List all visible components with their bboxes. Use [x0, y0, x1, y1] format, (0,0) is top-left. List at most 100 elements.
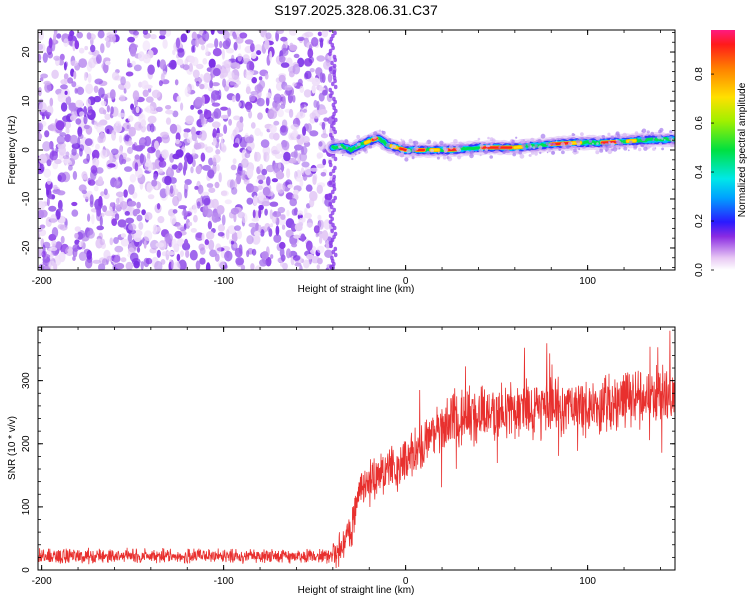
noise-speckle	[88, 57, 96, 69]
noise-speckle	[71, 147, 77, 156]
noise-edge	[331, 249, 336, 255]
noise-speckle	[87, 230, 95, 239]
noise-speckle	[288, 108, 294, 118]
noise-speckle	[58, 145, 66, 156]
noise-speckle	[272, 132, 280, 141]
noise-speckle	[98, 195, 103, 207]
noise-speckle	[152, 224, 158, 234]
noise-speckle	[297, 36, 305, 42]
noise-speckle	[277, 206, 286, 214]
signal-speckle	[331, 155, 335, 159]
noise-speckle	[214, 253, 220, 262]
noise-speckle	[210, 30, 215, 35]
noise-speckle	[252, 209, 256, 219]
noise-speckle	[227, 225, 237, 235]
noise-speckle	[318, 219, 324, 230]
noise-speckle	[221, 49, 225, 60]
noise-speckle	[261, 168, 268, 176]
noise-speckle	[139, 138, 146, 144]
noise-speckle	[191, 31, 198, 41]
noise-speckle	[266, 176, 271, 186]
noise-edge	[328, 219, 333, 225]
noise-speckle	[246, 197, 254, 205]
noise-speckle	[58, 59, 64, 66]
signal-speckle	[411, 147, 416, 152]
signal-speckle	[336, 148, 339, 152]
noise-edge	[331, 189, 335, 195]
noise-speckle	[91, 214, 95, 225]
noise-speckle	[233, 142, 239, 148]
noise-speckle	[178, 259, 187, 270]
noise-speckle	[304, 166, 312, 176]
noise-speckle	[136, 246, 141, 253]
signal-speckle	[629, 140, 633, 144]
noise-speckle	[156, 249, 161, 258]
noise-speckle	[200, 44, 206, 51]
signal-speckle	[487, 136, 490, 140]
noise-speckle	[53, 184, 58, 191]
noise-speckle	[308, 56, 315, 64]
noise-speckle	[297, 78, 303, 86]
signal-speckle	[490, 143, 493, 146]
noise-speckle	[96, 124, 105, 134]
signal-speckle	[643, 146, 648, 151]
noise-speckle	[135, 106, 140, 114]
signal-speckle	[596, 142, 599, 145]
noise-speckle	[38, 102, 47, 113]
signal-speckle	[424, 145, 428, 149]
signal-speckle	[406, 148, 411, 154]
noise-speckle	[102, 109, 107, 115]
noise-speckle	[185, 30, 191, 34]
noise-speckle	[43, 111, 52, 117]
noise-speckle	[38, 153, 47, 164]
noise-speckle	[175, 138, 180, 145]
noise-speckle	[199, 113, 204, 120]
noise-speckle	[142, 40, 151, 52]
signal-speckle	[522, 146, 527, 151]
noise-speckle	[270, 254, 274, 259]
signal-speckle	[647, 130, 650, 133]
noise-speckle	[54, 158, 62, 165]
signal-speckle	[430, 148, 434, 153]
signal-speckle	[351, 157, 354, 161]
noise-speckle	[172, 49, 176, 56]
noise-speckle	[216, 205, 225, 215]
signal-speckle	[650, 131, 654, 136]
noise-speckle	[155, 242, 165, 248]
noise-speckle	[262, 186, 271, 196]
noise-speckle	[55, 120, 65, 131]
spectrogram-x-axis: -200 -100 0 100	[32, 30, 661, 287]
noise-edge	[330, 237, 335, 243]
noise-speckle	[84, 138, 93, 147]
noise-speckle	[144, 161, 154, 171]
noise-speckle	[246, 168, 253, 179]
noise-speckle	[235, 257, 245, 266]
noise-speckle	[232, 129, 237, 137]
noise-speckle	[189, 249, 198, 261]
noise-speckle	[273, 93, 282, 104]
signal-speckle	[576, 142, 581, 147]
noise-speckle	[57, 174, 62, 182]
noise-speckle	[207, 220, 212, 230]
noise-speckle	[65, 127, 70, 134]
signal-speckle	[627, 149, 630, 152]
noise-speckle	[281, 47, 289, 57]
noise-speckle	[126, 124, 130, 130]
noise-speckle	[132, 209, 138, 217]
noise-edge	[331, 198, 336, 204]
signal-speckle	[615, 131, 620, 136]
noise-speckle	[170, 214, 177, 225]
noise-speckle	[257, 185, 263, 191]
noise-speckle	[293, 234, 300, 239]
colorbar-tick-label: 0.2	[694, 214, 705, 228]
signal-speckle	[425, 141, 429, 144]
noise-speckle	[38, 43, 44, 51]
signal-speckle	[578, 147, 581, 151]
noise-edge	[333, 156, 338, 162]
noise-speckle	[309, 190, 318, 202]
noise-edge	[329, 204, 334, 210]
noise-speckle	[324, 249, 333, 258]
signal-speckle	[521, 143, 526, 148]
signal-speckle	[528, 154, 532, 157]
signal-speckle	[467, 144, 470, 146]
